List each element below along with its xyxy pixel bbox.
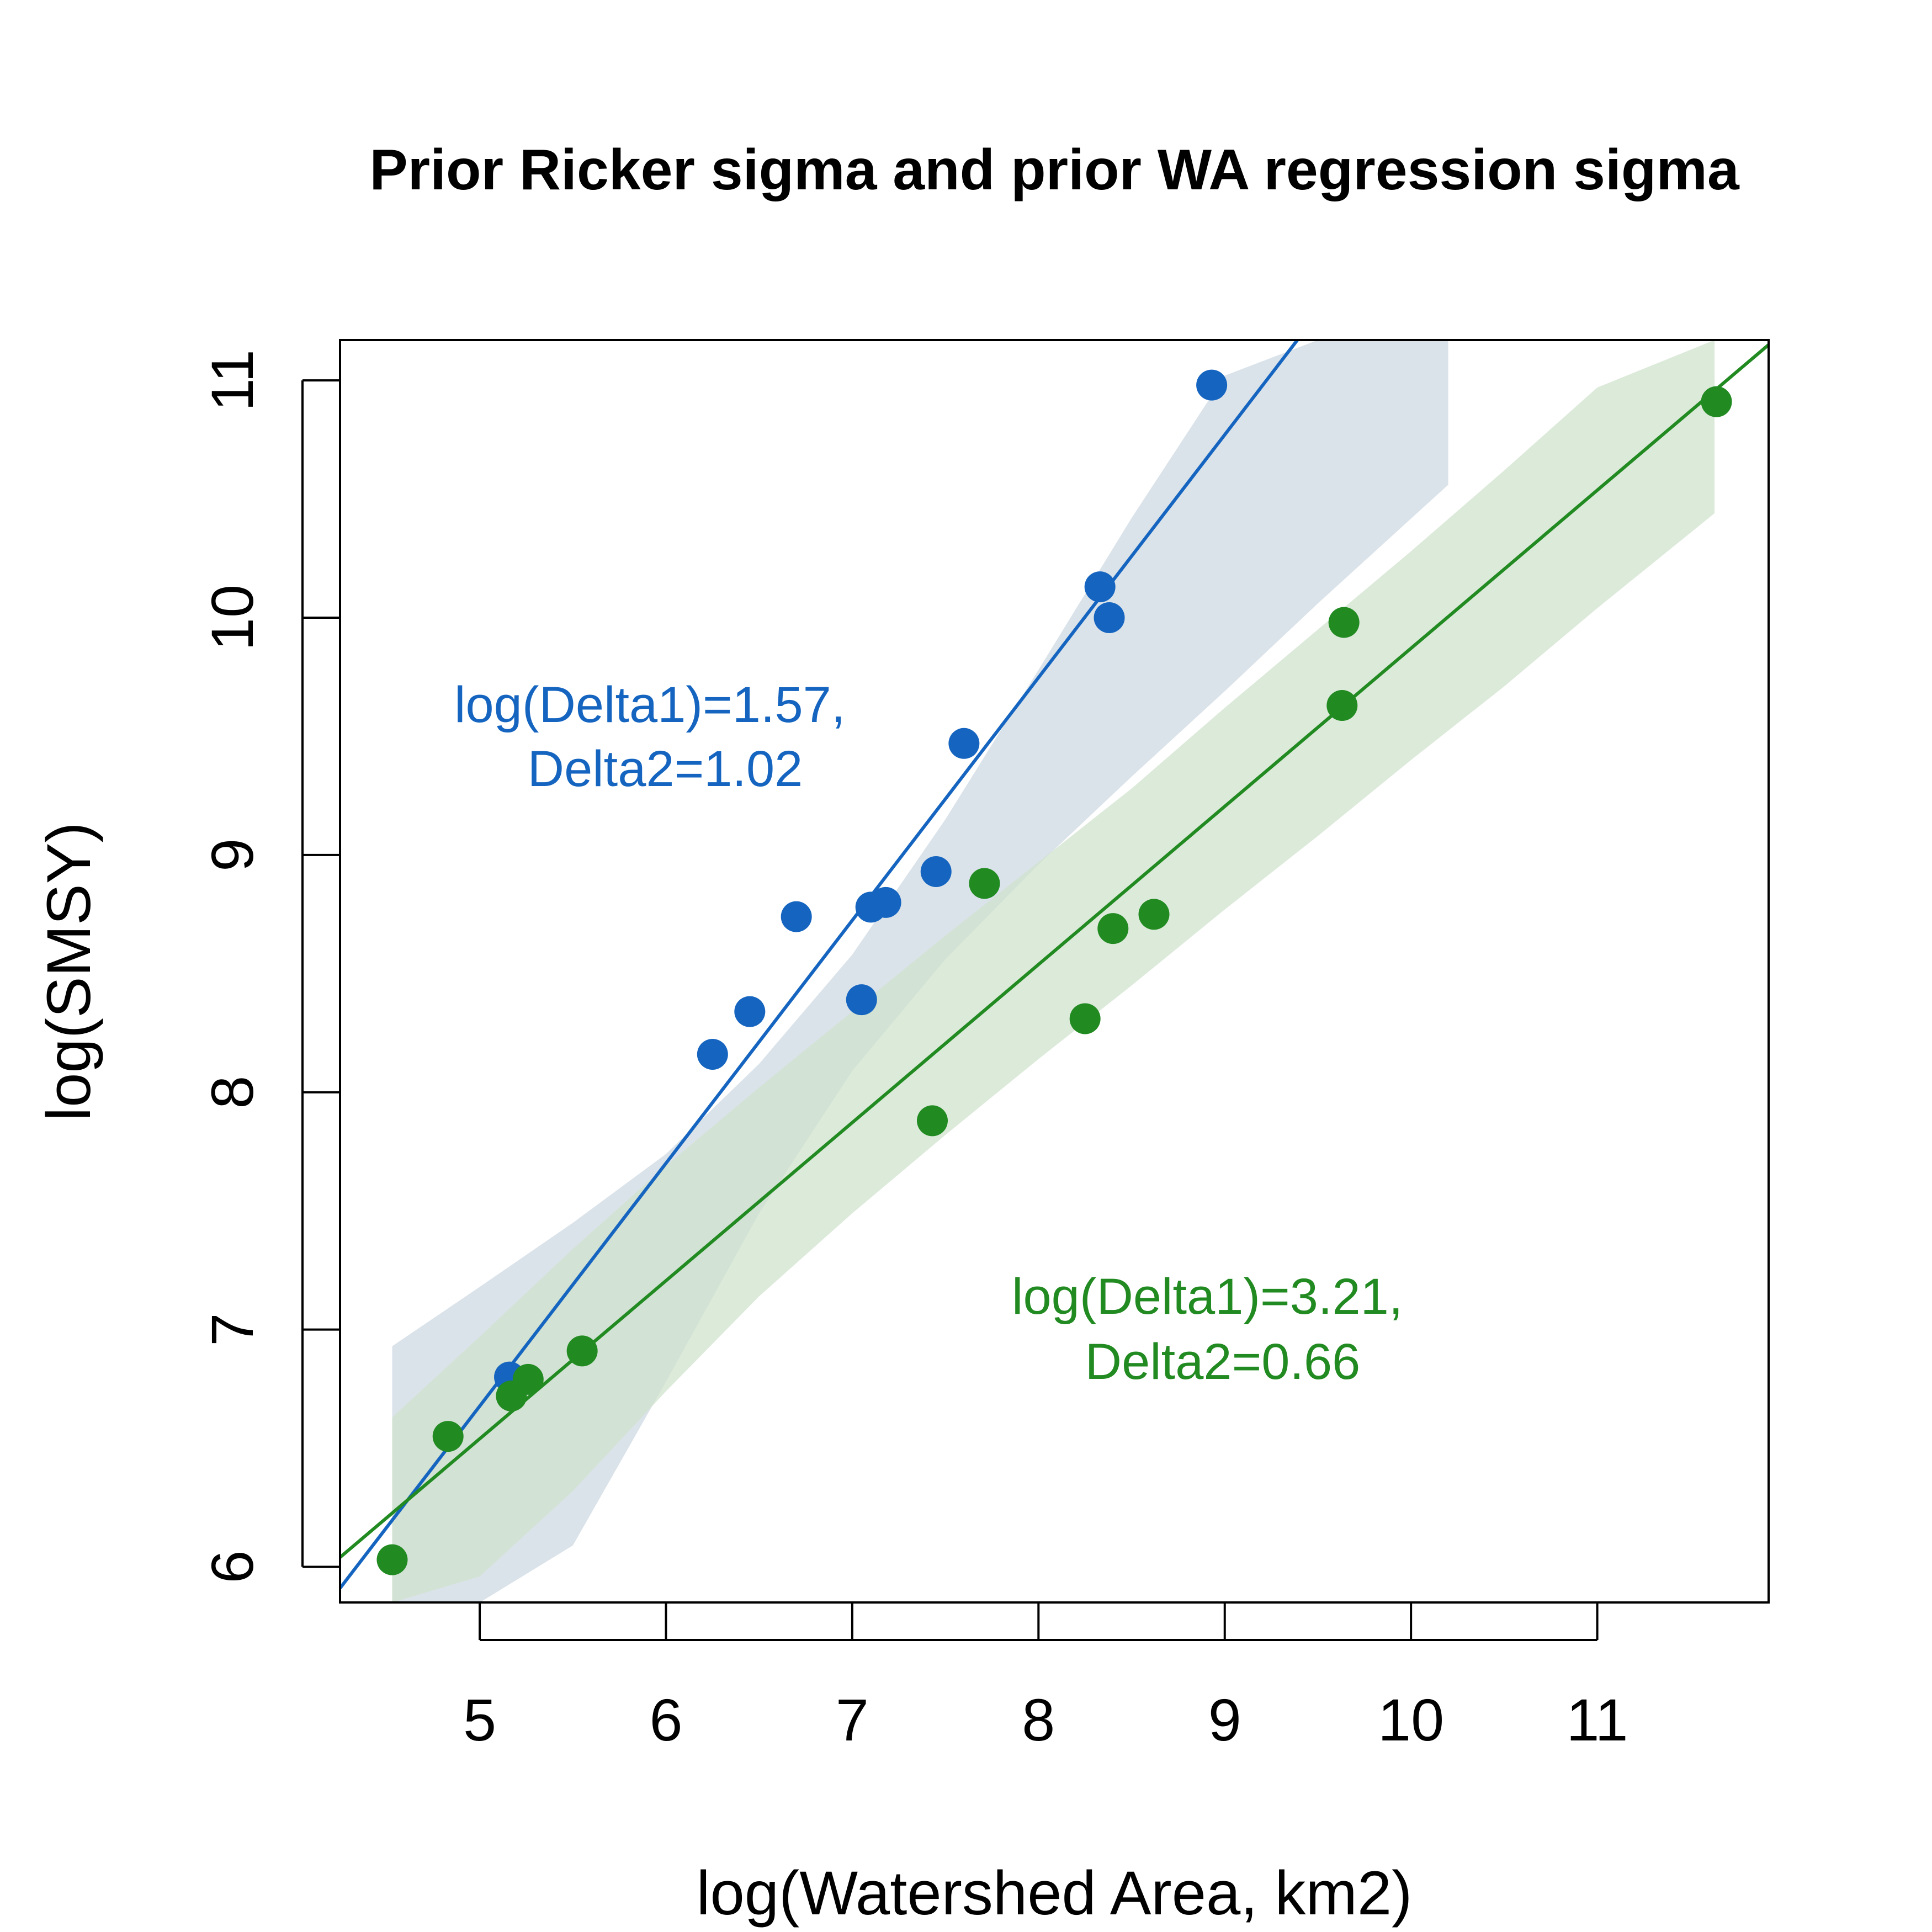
x-axis: 5 6 7 8 9 10 11	[463, 1602, 1628, 1753]
data-point-1-3	[512, 1363, 544, 1395]
annotation-blue: log(Delta1)=1.57, Delta2=1.02	[454, 677, 859, 797]
data-point-0-6	[870, 887, 901, 918]
data-point-1-9	[1138, 899, 1170, 930]
x-tick-label-10: 10	[1378, 1686, 1444, 1753]
confidence-band-1	[392, 340, 1715, 1602]
x-tick-label-11: 11	[1567, 1686, 1628, 1753]
data-point-0-9	[1084, 571, 1116, 603]
y-tick-label-11: 11	[199, 349, 266, 411]
data-point-0-3	[781, 901, 812, 932]
x-tick-label-7: 7	[836, 1686, 869, 1753]
data-point-1-11	[1328, 607, 1360, 638]
y-axis-label: log(SMSY)	[34, 822, 103, 1121]
x-tick-label-6: 6	[649, 1686, 682, 1753]
data-point-0-11	[1196, 369, 1228, 401]
data-point-1-12	[1701, 386, 1732, 417]
x-tick-label-9: 9	[1208, 1686, 1241, 1753]
confidence-bands	[392, 340, 1715, 1602]
annotation-green-line2: Delta2=0.66	[1085, 1334, 1361, 1390]
data-point-0-8	[948, 728, 980, 759]
annotation-green: log(Delta1)=3.21, Delta2=0.66	[1012, 1268, 1417, 1390]
data-point-1-6	[969, 868, 1000, 899]
data-point-1-8	[1097, 913, 1129, 944]
annotation-blue-line1: log(Delta1)=1.57,	[454, 677, 845, 733]
y-axis: 6 7 8 9 10 11	[199, 349, 340, 1584]
y-tick-label-7: 7	[199, 1313, 266, 1346]
data-point-0-2	[734, 996, 766, 1027]
plot-frame	[339, 339, 1770, 1604]
annotation-green-line1: log(Delta1)=3.21,	[1012, 1268, 1403, 1325]
data-point-1-10	[1326, 690, 1358, 721]
x-tick-label-5: 5	[463, 1686, 496, 1753]
x-axis-label: log(Watershed Area, km2)	[697, 1859, 1413, 1928]
x-tick-label-8: 8	[1022, 1686, 1055, 1753]
data-point-0-7	[920, 856, 952, 887]
y-tick-label-6: 6	[199, 1550, 266, 1583]
data-points	[376, 369, 1732, 1575]
annotation-blue-line2: Delta2=1.02	[528, 741, 803, 797]
chart-title: Prior Ricker sigma and prior WA regressi…	[369, 138, 1740, 202]
fit-line-1	[340, 343, 1769, 1559]
data-point-1-4	[566, 1335, 598, 1367]
data-point-0-1	[697, 1038, 728, 1070]
data-point-1-5	[916, 1105, 948, 1137]
y-tick-label-10: 10	[199, 585, 266, 651]
data-point-1-7	[1069, 1003, 1101, 1034]
data-point-0-10	[1094, 602, 1125, 633]
data-point-1-1	[432, 1421, 464, 1452]
data-point-0-4	[846, 984, 877, 1016]
data-point-1-0	[376, 1544, 408, 1575]
y-tick-label-9: 9	[199, 838, 266, 872]
y-tick-label-8: 8	[199, 1076, 266, 1109]
